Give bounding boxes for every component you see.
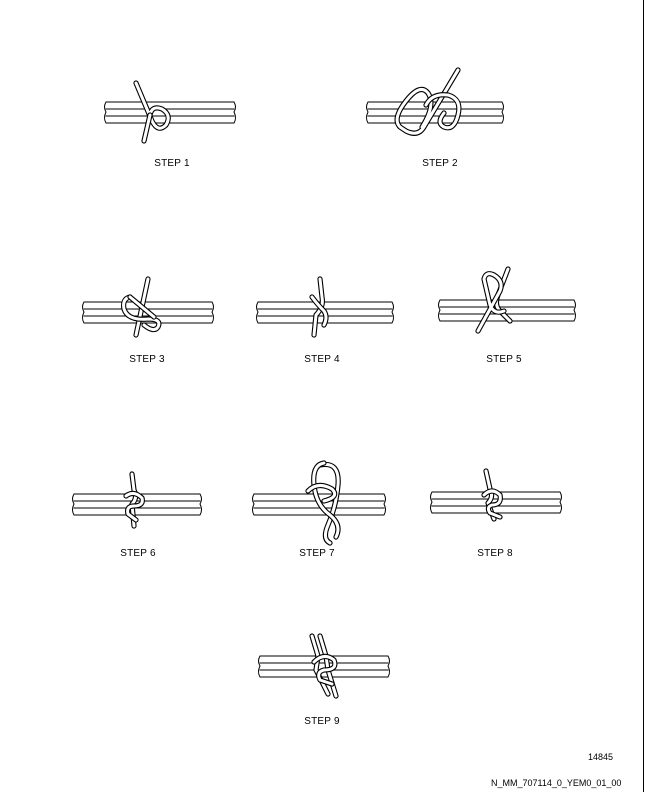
step-5-drawing xyxy=(438,266,576,334)
step-4-label: STEP 4 xyxy=(304,354,340,365)
step-5-illustration xyxy=(434,265,579,350)
cable-cut-end xyxy=(256,301,259,324)
step-1-label: STEP 1 xyxy=(154,158,190,169)
step-7-drawing xyxy=(252,460,386,546)
step-7-label: STEP 7 xyxy=(299,548,335,559)
cable-cut-end xyxy=(391,301,394,324)
figure-number: 14845 xyxy=(588,752,614,762)
step-2-illustration xyxy=(362,65,507,150)
cable-cut-end xyxy=(104,101,107,124)
document-code: N_MM_707114_0_YEM0_01_00 xyxy=(491,778,622,788)
cable-bundle xyxy=(366,101,504,124)
step-9-drawing xyxy=(258,633,390,699)
step-8-illustration xyxy=(426,465,566,545)
step-3-illustration xyxy=(78,275,218,350)
cable-cut-end xyxy=(387,655,390,678)
cable-cut-end xyxy=(430,491,433,514)
cable-cut-end xyxy=(438,299,441,322)
cable-cut-end xyxy=(258,655,261,678)
step-6-label: STEP 6 xyxy=(120,548,156,559)
cable-cut-end xyxy=(72,493,75,516)
step-1-illustration xyxy=(100,75,240,150)
cable-cut-end xyxy=(383,493,386,516)
cable-cut-end xyxy=(559,491,562,514)
step-4-illustration xyxy=(252,275,397,350)
step-9-illustration xyxy=(254,630,394,710)
step-3-drawing xyxy=(82,276,214,338)
step-7-illustration xyxy=(248,455,393,550)
step-5-label: STEP 5 xyxy=(486,354,522,365)
cable-cut-end xyxy=(233,101,236,124)
step-1-drawing xyxy=(104,80,236,144)
cable-cut-end xyxy=(211,301,214,324)
step-3-label: STEP 3 xyxy=(129,354,165,365)
page-edge-rule xyxy=(643,0,644,792)
step-2-label: STEP 2 xyxy=(422,158,458,169)
step-4-drawing xyxy=(256,276,394,338)
cable-cut-end xyxy=(573,299,576,322)
step-2-drawing xyxy=(366,67,504,136)
cable-cut-end xyxy=(366,101,369,124)
step-9-label: STEP 9 xyxy=(304,716,340,727)
step-8-drawing xyxy=(430,468,562,522)
cable-cut-end xyxy=(199,493,202,516)
step-8-label: STEP 8 xyxy=(477,548,513,559)
step-6-drawing xyxy=(72,471,202,529)
cable-cut-end xyxy=(501,101,504,124)
step-6-illustration xyxy=(68,470,208,545)
cable-cut-end xyxy=(252,493,255,516)
cable-cut-end xyxy=(82,301,85,324)
